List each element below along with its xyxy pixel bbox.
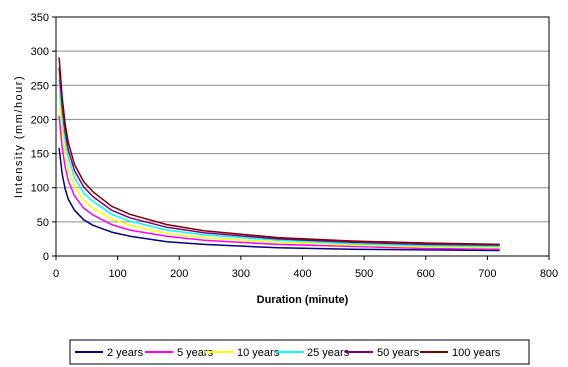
legend-label: 10 years <box>237 347 280 359</box>
x-tick-label: 200 <box>170 268 188 280</box>
y-tick-label: 300 <box>31 46 49 58</box>
y-tick-label: 250 <box>31 80 49 92</box>
plot-area <box>55 16 550 257</box>
series-line-100-years <box>58 57 500 246</box>
series-line-5-years <box>58 115 500 250</box>
x-tick-label: 700 <box>478 268 496 280</box>
gridlines <box>56 16 549 257</box>
x-tick-label: 600 <box>417 268 435 280</box>
legend-label: 5 years <box>177 347 214 359</box>
y-axis-ticks: 0 50 100 150 200 250 300 350 <box>31 12 56 263</box>
y-axis-title: Intensity (mm/hour) <box>13 75 25 198</box>
series-line-50-years <box>58 67 500 246</box>
series-lines <box>58 57 500 252</box>
y-tick-label: 200 <box>31 114 49 126</box>
y-tick-label: 50 <box>37 217 49 229</box>
y-tick-label: 0 <box>43 251 49 263</box>
x-tick-label: 500 <box>355 268 373 280</box>
series-line-10-years <box>58 94 500 249</box>
x-tick-label: 100 <box>108 268 126 280</box>
x-axis-title: Duration (minute) <box>257 294 349 306</box>
series-line-25-years <box>58 79 500 248</box>
y-tick-label: 100 <box>31 183 49 195</box>
legend-label: 2 years <box>107 347 144 359</box>
y-tick-label: 350 <box>31 12 49 24</box>
x-tick-label: 800 <box>540 268 558 280</box>
x-tick-label: 0 <box>53 268 59 280</box>
legend-label: 100 years <box>452 347 501 359</box>
legend-label: 25 years <box>307 347 350 359</box>
series-line-2-years <box>58 148 500 252</box>
y-tick-label: 150 <box>31 149 49 161</box>
legend: 2 years 5 years 10 years 25 years 50 years 10… <box>69 339 530 365</box>
x-tick-label: 300 <box>232 268 250 280</box>
legend-label: 50 years <box>377 347 420 359</box>
x-axis-ticks: 0 100 200 300 400 500 600 700 800 <box>53 256 558 280</box>
x-tick-label: 400 <box>293 268 311 280</box>
